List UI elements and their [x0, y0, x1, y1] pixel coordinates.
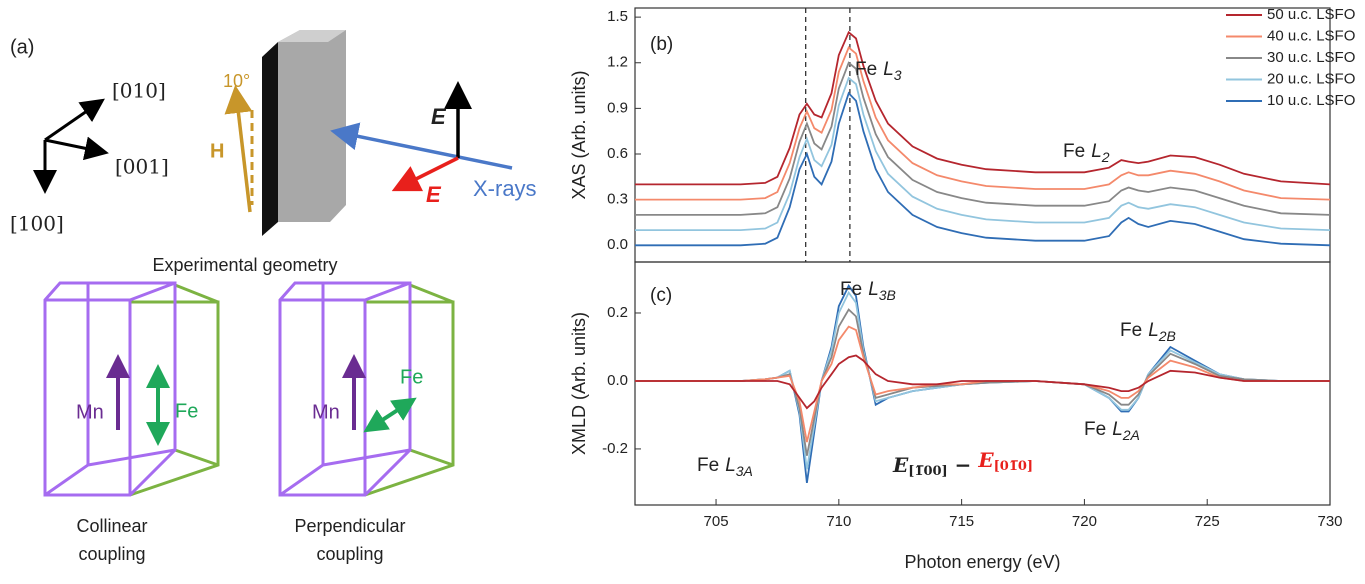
annotation-text: Fe — [855, 59, 877, 80]
caption: coupling — [78, 544, 145, 564]
x-axis-label: Photon energy (eV) — [904, 552, 1060, 572]
x-tick-label: 725 — [1195, 513, 1220, 530]
data-line — [635, 76, 1331, 231]
y-tick-label: 0.2 — [607, 304, 628, 321]
collinear-cell — [43, 281, 220, 497]
data-line — [635, 30, 1331, 186]
annotation-symbol: L — [868, 279, 879, 300]
y-tick-label: 0.0 — [607, 236, 628, 253]
annotation-subscript: 2A — [1122, 427, 1140, 443]
annotation-text: Fe — [1063, 141, 1085, 162]
annotation-symbol: L — [725, 455, 736, 476]
y-tick-label: 0.0 — [607, 372, 628, 389]
y-tick-label: 1.5 — [607, 8, 628, 25]
data-line — [635, 354, 1330, 410]
data-line — [635, 46, 1331, 201]
y-tick-label: -0.2 — [602, 440, 628, 457]
y-tick-label: 0.3 — [607, 191, 628, 208]
caption: Perpendicular — [294, 516, 405, 536]
annotation: Fe L2 — [1063, 141, 1110, 165]
annotation-subscript: 2B — [1158, 328, 1176, 344]
axis-label: [001] — [115, 155, 169, 179]
annotation: Fe L3 — [855, 59, 902, 83]
data-line — [635, 91, 1331, 247]
polarization-label: E — [426, 182, 442, 207]
legend-label: 40 u.c. LSFO — [1267, 27, 1355, 44]
annotation-text: Fe — [697, 455, 719, 476]
y-tick-label: 0.9 — [607, 99, 628, 116]
panel-label: (b) — [650, 34, 673, 55]
annotation-text: Fe — [840, 279, 862, 300]
polarization-label: E — [431, 104, 447, 129]
legend-label: 30 u.c. LSFO — [1267, 49, 1355, 66]
annotation: Fe L3B — [840, 279, 896, 303]
formula-subscript: [1̅00] — [908, 464, 947, 479]
plot-frame — [634, 261, 1331, 506]
spin-label: Mn — [312, 401, 340, 423]
axis-label: [100] — [10, 212, 64, 236]
data-line — [635, 308, 1330, 456]
x-tick-label: 715 — [949, 513, 974, 530]
sample-edge — [262, 42, 278, 236]
formula-subscript: [01̅0] — [994, 459, 1033, 474]
y-tick-label: 0.6 — [607, 145, 628, 162]
axis-arrow — [44, 98, 105, 142]
caption: coupling — [316, 544, 383, 564]
annotation-text: Fe — [1120, 320, 1142, 341]
legend-label: 10 u.c. LSFO — [1267, 92, 1355, 109]
data-line — [635, 61, 1331, 216]
perpendicular-cell — [278, 281, 455, 497]
beam-arrow — [330, 122, 513, 170]
y-axis-label: XAS (Arb. units) — [569, 70, 589, 199]
annotation-symbol: L — [883, 59, 894, 80]
caption: Collinear — [76, 516, 147, 536]
axis-arrow — [44, 136, 109, 161]
formula-symbol: − — [948, 453, 979, 477]
annotation-subscript: 3B — [879, 287, 896, 303]
data-line — [635, 290, 1330, 470]
panel-label: (c) — [650, 285, 672, 306]
x-tick-label: 730 — [1317, 513, 1342, 530]
spin-label: Fe — [400, 366, 423, 388]
polarization-arrow — [391, 156, 459, 192]
legend-label: 50 u.c. LSFO — [1267, 6, 1355, 23]
x-tick-label: 705 — [704, 513, 729, 530]
formula-symbol: E — [977, 448, 994, 472]
y-axis-label: XMLD (Arb. units) — [569, 312, 589, 455]
spin-label: Fe — [175, 400, 198, 422]
field-arrow — [224, 85, 253, 213]
legend-label: 20 u.c. LSFO — [1267, 70, 1355, 87]
angle-label: 10° — [223, 71, 250, 91]
geometry-diagram: (a) [010] [001] [100] 10° H E E X-rays E… — [10, 30, 537, 564]
sample-top — [278, 30, 346, 42]
field-label: H — [210, 140, 224, 162]
formula-symbol: E — [892, 453, 909, 477]
axis-label: [010] — [112, 79, 166, 103]
x-tick-label: 710 — [826, 513, 851, 530]
annotation-symbol: L — [1091, 141, 1102, 162]
plot-frame — [634, 7, 1331, 263]
annotation-symbol: L — [1112, 419, 1123, 440]
annotation-subscript: 2 — [1101, 149, 1110, 165]
annotation-symbol: L — [1148, 320, 1159, 341]
annotation-subscript: 3A — [736, 463, 753, 479]
beam-label: X-rays — [473, 176, 537, 201]
spin-label: Mn — [76, 401, 104, 423]
annotation-subscript: 3 — [894, 67, 902, 83]
annotation: Fe L2B — [1120, 320, 1176, 344]
annotation-text: Fe — [1084, 419, 1106, 440]
y-tick-label: 1.2 — [607, 54, 628, 71]
panel-label: (a) — [10, 36, 34, 58]
data-line — [635, 325, 1330, 443]
annotation: Fe L3A — [697, 455, 753, 479]
annotation: Fe L2A — [1084, 419, 1140, 443]
spin-arrow — [363, 397, 417, 433]
x-tick-label: 720 — [1072, 513, 1097, 530]
formula: E[1̅00] − E[01̅0] — [892, 448, 1033, 479]
caption: Experimental geometry — [152, 255, 337, 275]
sample-face — [278, 30, 346, 222]
